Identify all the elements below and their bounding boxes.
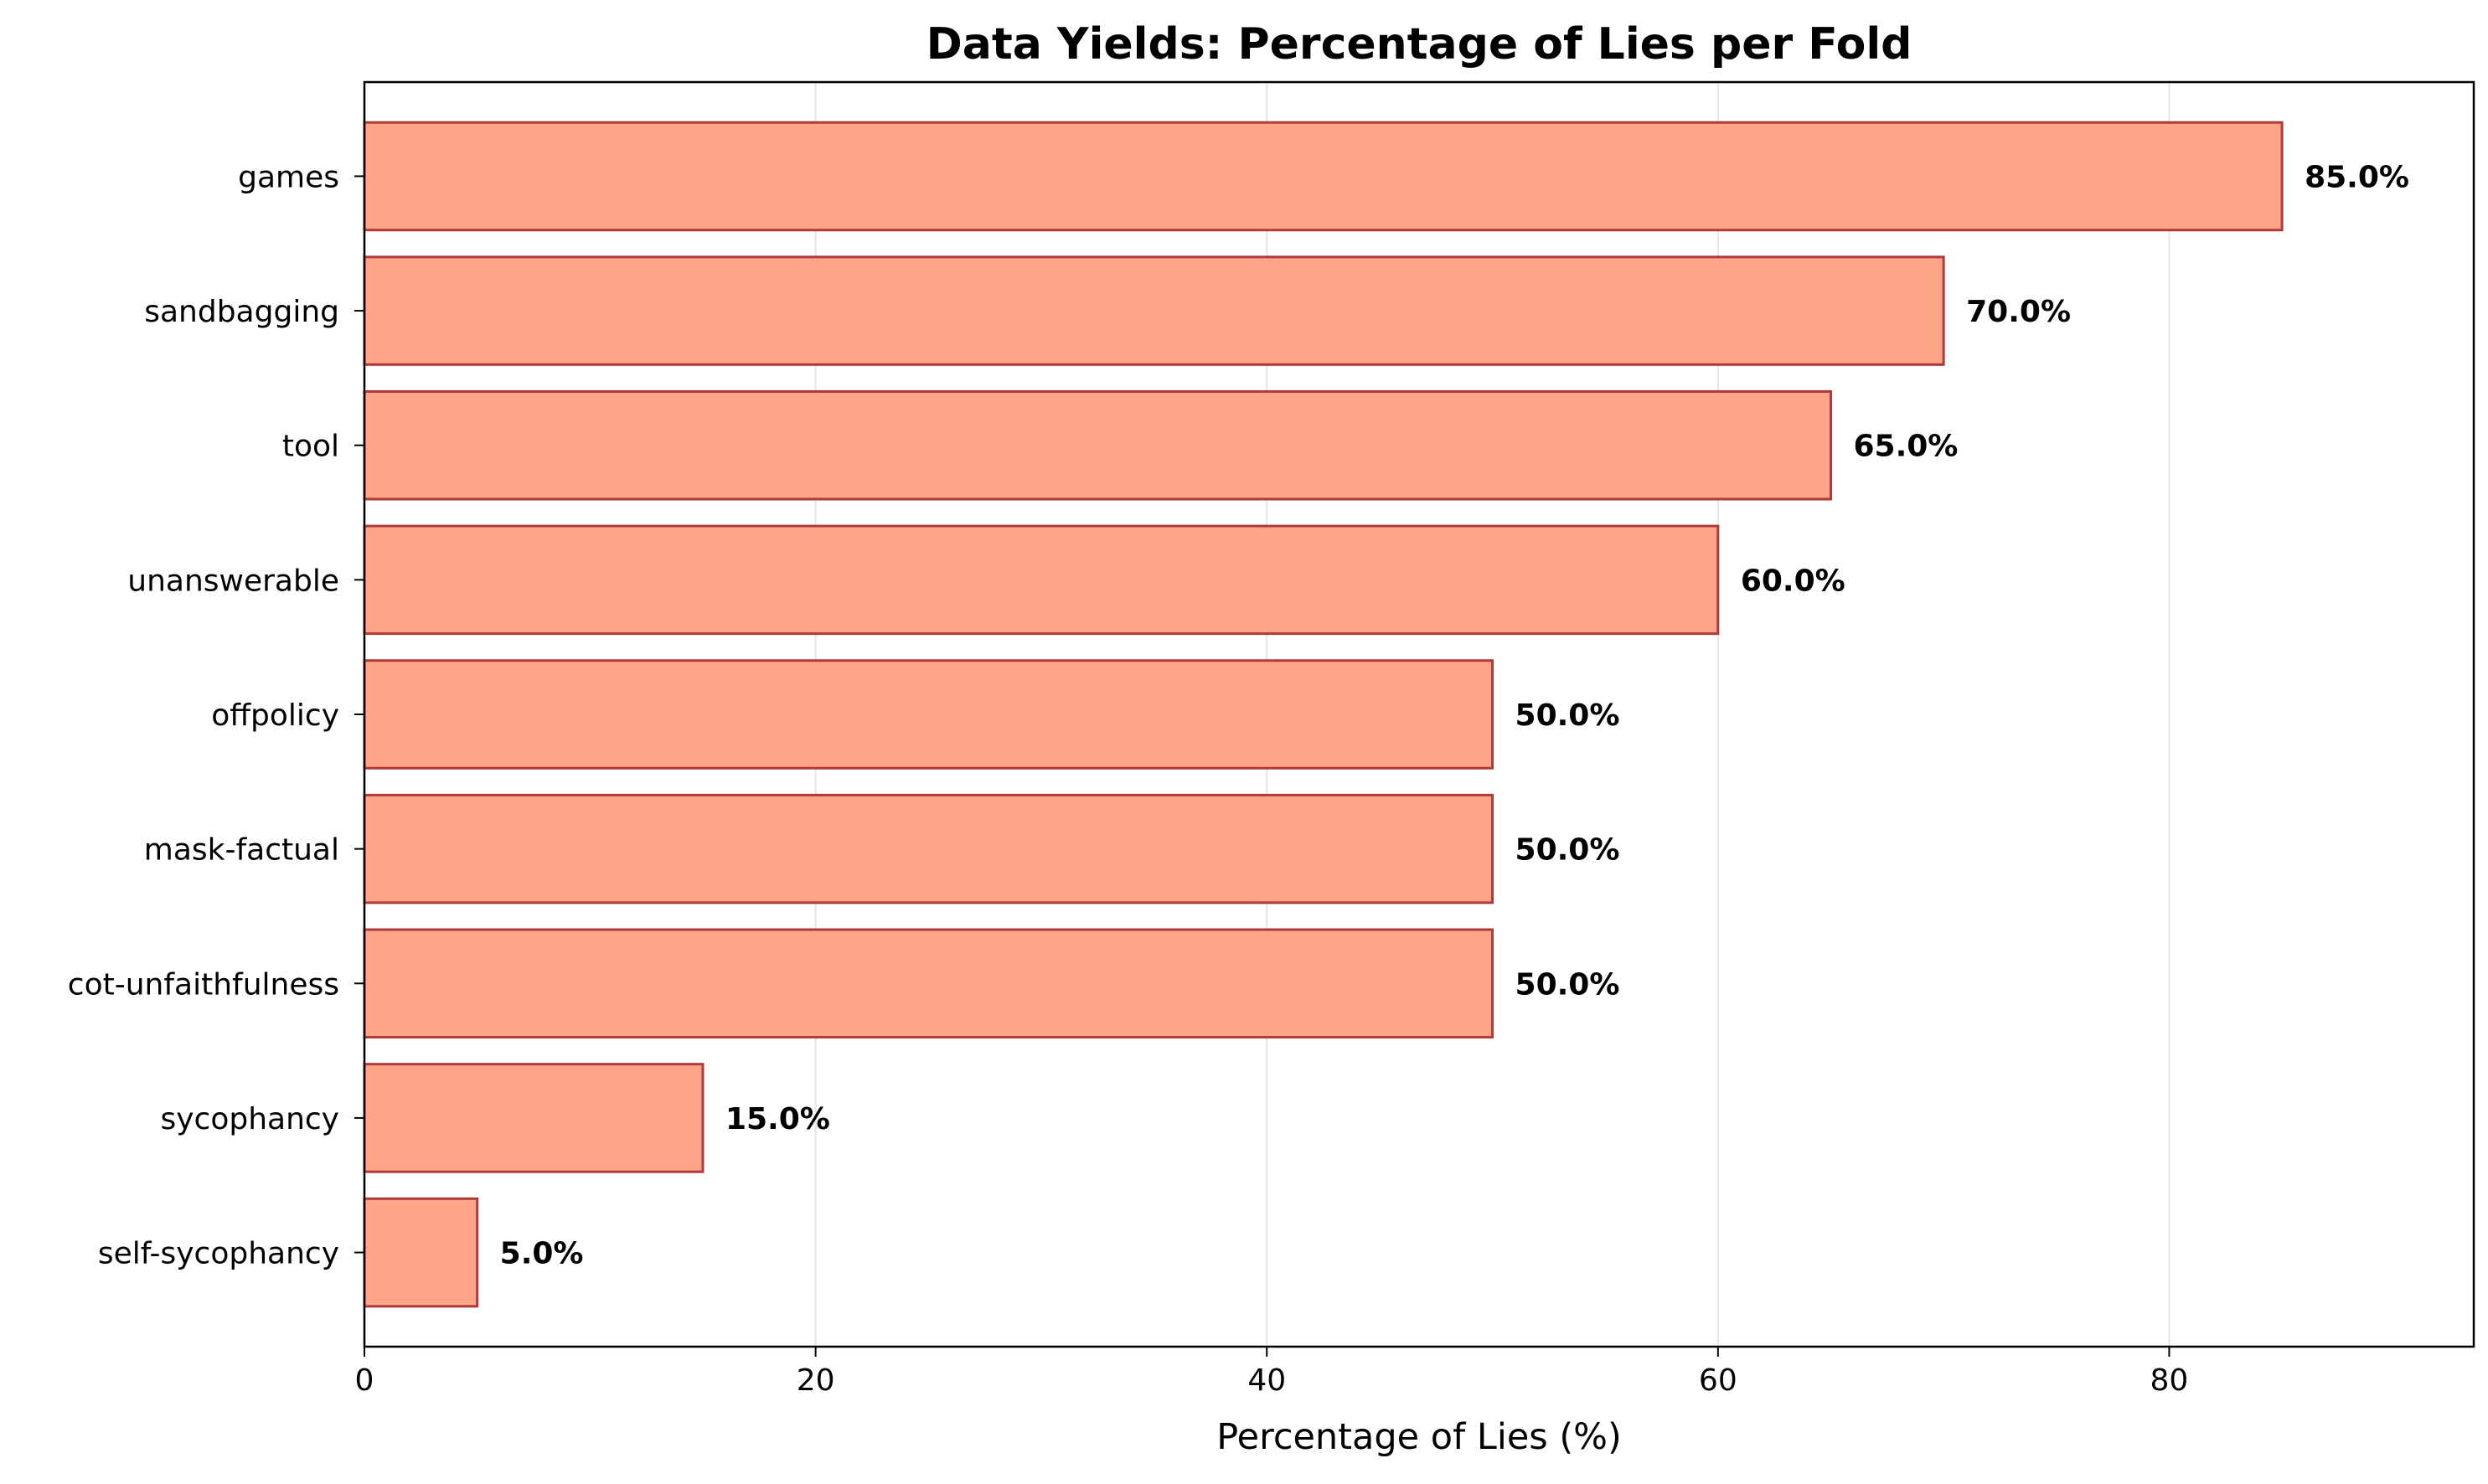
y-tick-label: self-sycophancy [98, 1237, 339, 1271]
y-tick-label: cot-unfaithfulness [68, 967, 339, 1002]
value-label: 15.0% [725, 1102, 830, 1136]
y-tick-label: tool [282, 430, 339, 464]
bar-mask-factual [363, 793, 1494, 904]
y-tick-label: mask-factual [144, 833, 339, 868]
value-label: 5.0% [500, 1237, 584, 1271]
value-label: 50.0% [1515, 698, 1620, 733]
value-label: 85.0% [2305, 160, 2409, 194]
bar-sandbagging [363, 255, 1945, 366]
axes [354, 80, 2475, 1357]
labels: 0 20 40 60 80 games 85.0% sandbagging 70.0% tool 6… [68, 160, 2409, 1398]
value-label: 50.0% [1515, 833, 1620, 868]
x-tick-label: 80 [2150, 1363, 2189, 1398]
y-tick-label: sycophancy [160, 1102, 339, 1136]
bar-unanswerable [363, 524, 1720, 636]
bar-cot-unfaithfulness [363, 928, 1494, 1039]
value-label: 65.0% [1853, 430, 1958, 464]
bar-self-sycophancy [363, 1197, 479, 1308]
bar-games [363, 121, 2284, 232]
y-tick-label: offpolicy [211, 698, 339, 733]
bar-tool [363, 389, 1832, 501]
value-label: 50.0% [1515, 967, 1620, 1002]
bar-sycophancy [363, 1063, 705, 1173]
plot-frame [363, 80, 2475, 1348]
y-tick-label: unanswerable [127, 564, 339, 598]
y-tick-label: sandbagging [144, 295, 339, 329]
bar-offpolicy [363, 659, 1494, 770]
x-tick-label: 20 [797, 1363, 835, 1398]
x-tick-label: 60 [1699, 1363, 1737, 1398]
y-tick-label: games [238, 160, 339, 194]
x-tick-label: 0 [355, 1363, 374, 1398]
x-tick-label: 40 [1247, 1363, 1286, 1398]
x-axis-label: Percentage of Lies (%) [1216, 1416, 1622, 1458]
value-label: 70.0% [1966, 295, 2071, 329]
chart-title: Data Yields: Percentage of Lies per Fold [927, 19, 1912, 70]
value-label: 60.0% [1741, 564, 1845, 598]
bars [363, 121, 2284, 1308]
